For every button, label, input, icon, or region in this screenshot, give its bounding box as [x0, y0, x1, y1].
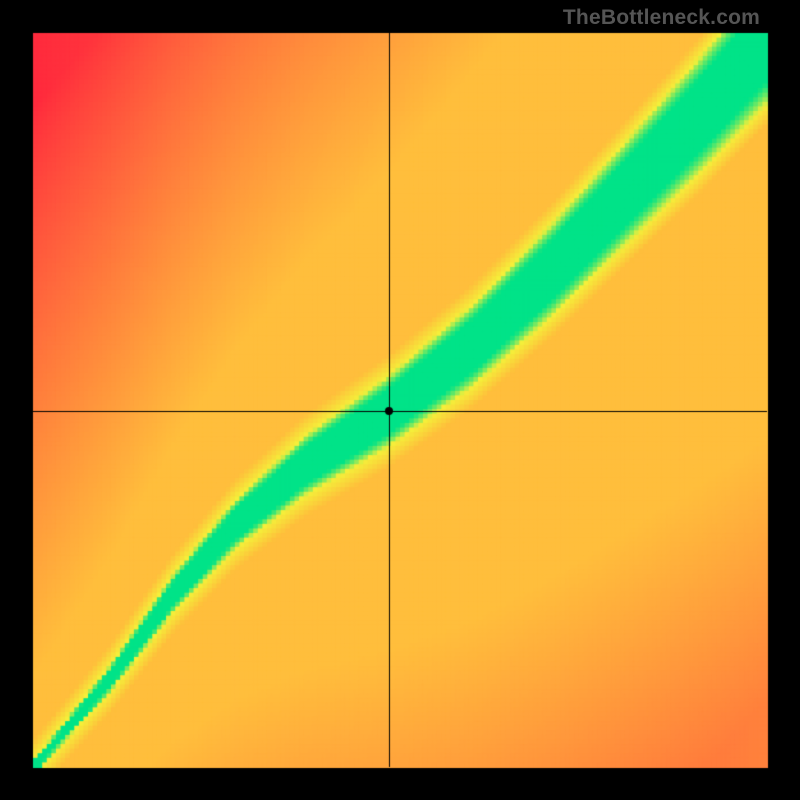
watermark-text: TheBottleneck.com [563, 6, 760, 30]
bottleneck-heatmap [0, 0, 800, 800]
chart-container: { "canvas": { "width": 800, "height": 80… [0, 0, 800, 800]
